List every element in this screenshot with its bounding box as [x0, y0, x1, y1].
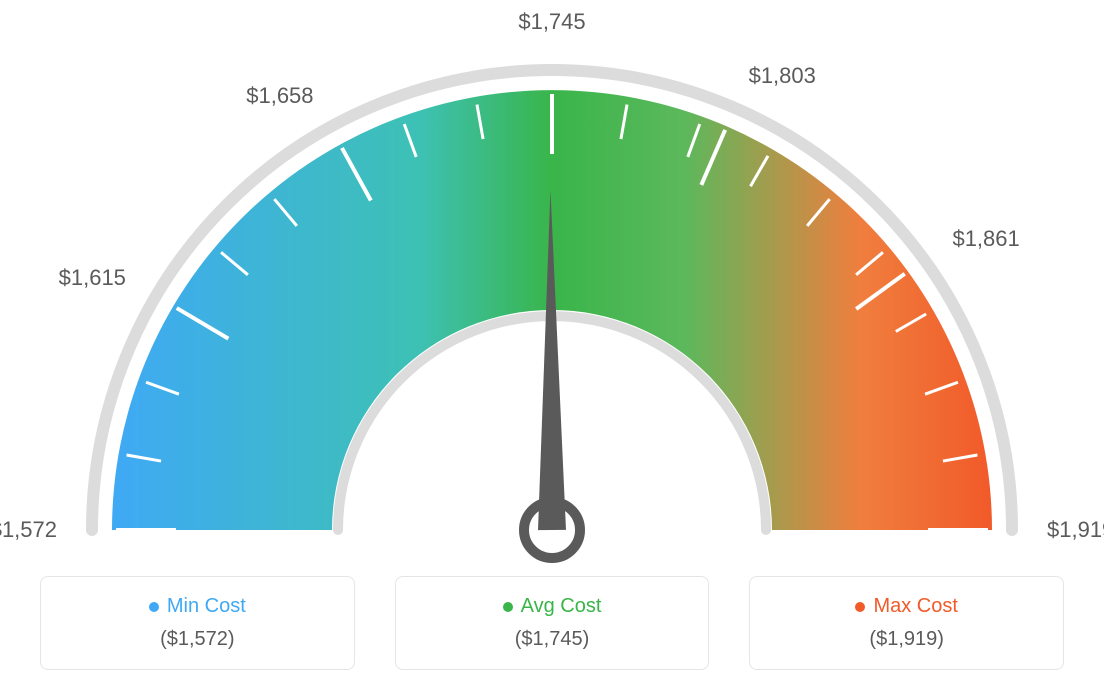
legend-value-min: ($1,572)	[61, 628, 334, 651]
legend-title-avg: Avg Cost	[416, 595, 689, 618]
legend-dot-max	[855, 602, 865, 612]
legend-label-max: Max Cost	[873, 595, 957, 618]
legend-value-max: ($1,919)	[770, 628, 1043, 651]
gauge-tick-label: $1,658	[246, 83, 313, 109]
legend-label-min: Min Cost	[167, 595, 246, 618]
gauge-svg	[52, 30, 1052, 570]
legend-title-max: Max Cost	[770, 595, 1043, 618]
gauge-tick-label: $1,861	[952, 226, 1019, 252]
legend-value-avg: ($1,745)	[416, 628, 689, 651]
legend-label-avg: Avg Cost	[521, 595, 602, 618]
gauge-tick-label: $1,803	[749, 63, 816, 89]
legend-row: Min Cost ($1,572) Avg Cost ($1,745) Max …	[0, 576, 1104, 670]
legend-dot-min	[149, 602, 159, 612]
legend-card-avg: Avg Cost ($1,745)	[395, 576, 710, 670]
legend-dot-avg	[503, 602, 513, 612]
legend-title-min: Min Cost	[61, 595, 334, 618]
legend-card-min: Min Cost ($1,572)	[40, 576, 355, 670]
legend-card-max: Max Cost ($1,919)	[749, 576, 1064, 670]
gauge-chart: $1,572 $1,615 $1,658 $1,745 $1,803 $1,861 $1,9…	[0, 0, 1104, 560]
gauge-tick-label: $1,572	[0, 517, 57, 543]
gauge-tick-label: $1,919	[1047, 517, 1104, 543]
gauge-tick-label: $1,615	[59, 265, 126, 291]
gauge-tick-label: $1,745	[518, 9, 585, 35]
